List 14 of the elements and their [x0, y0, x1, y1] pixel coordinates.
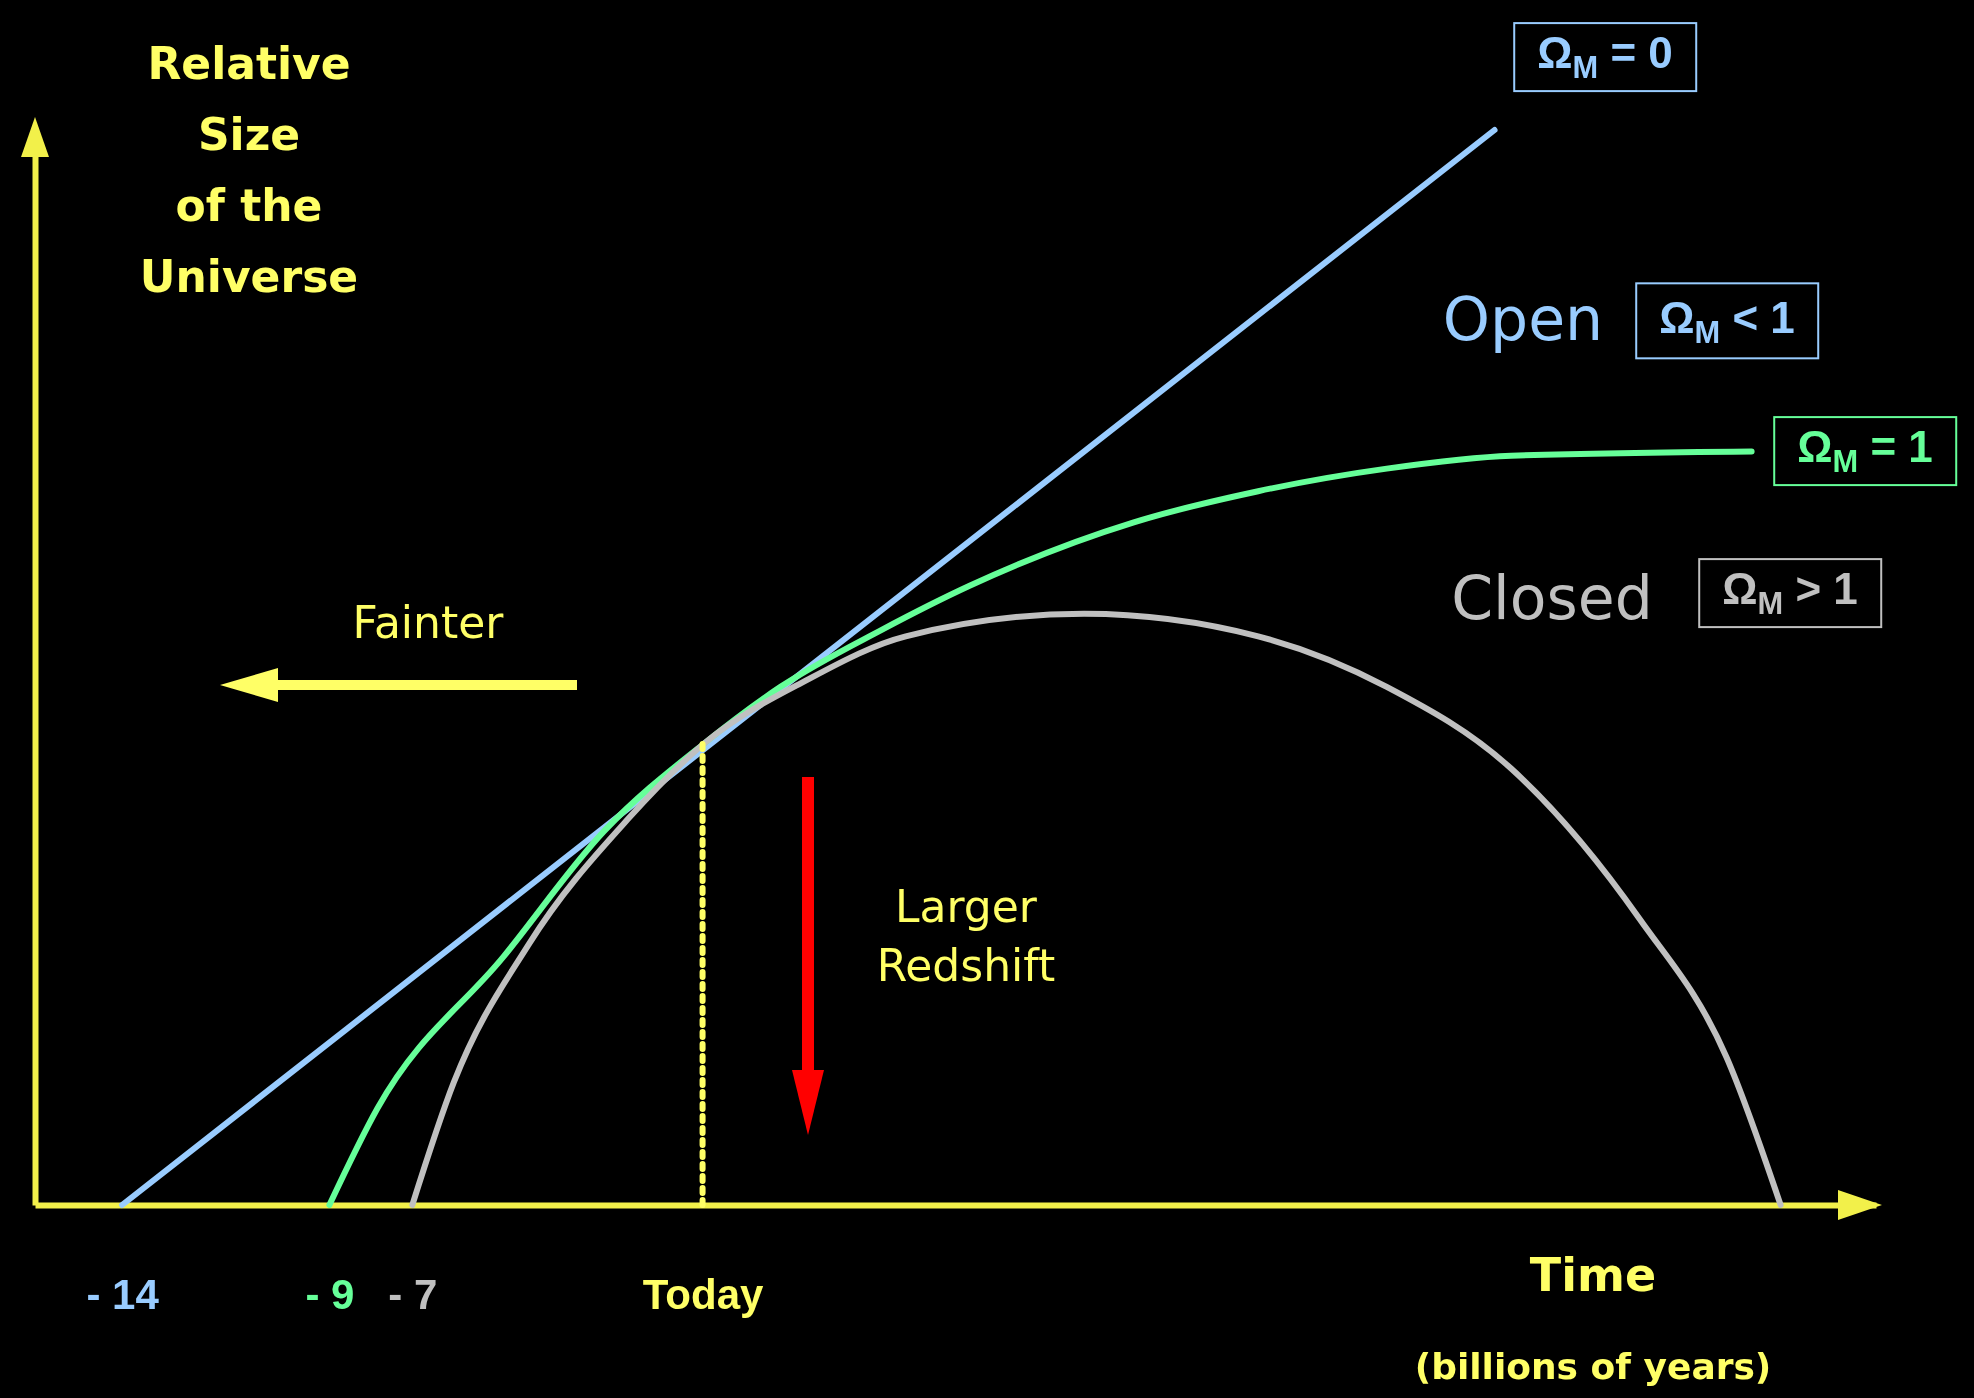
series-label: Ω$_{M}$ = 0 [1513, 22, 1697, 92]
x-tick-label: - 9 [305, 1270, 355, 1318]
annotation: Ω$_{M}$ < 1 [1635, 282, 1819, 360]
series-label: Ω$_{M}$ = 1 [1773, 416, 1957, 486]
annotation: Larger Redshift [876, 879, 1056, 993]
annotation: Open [1442, 282, 1604, 356]
text: Ω$_{M}$ > 1 [1698, 558, 1882, 628]
y-axis-title: Relative Size of the Universe [139, 37, 359, 304]
annotation: Closed [1451, 561, 1653, 635]
x-tick-label: - 7 [388, 1270, 438, 1318]
x-tick-label: Today [642, 1270, 764, 1318]
x-tick-label: - 14 [86, 1270, 160, 1318]
annotation: Fainter [352, 596, 504, 651]
x-axis-title: Time (billions of years) [1414, 1248, 1772, 1387]
